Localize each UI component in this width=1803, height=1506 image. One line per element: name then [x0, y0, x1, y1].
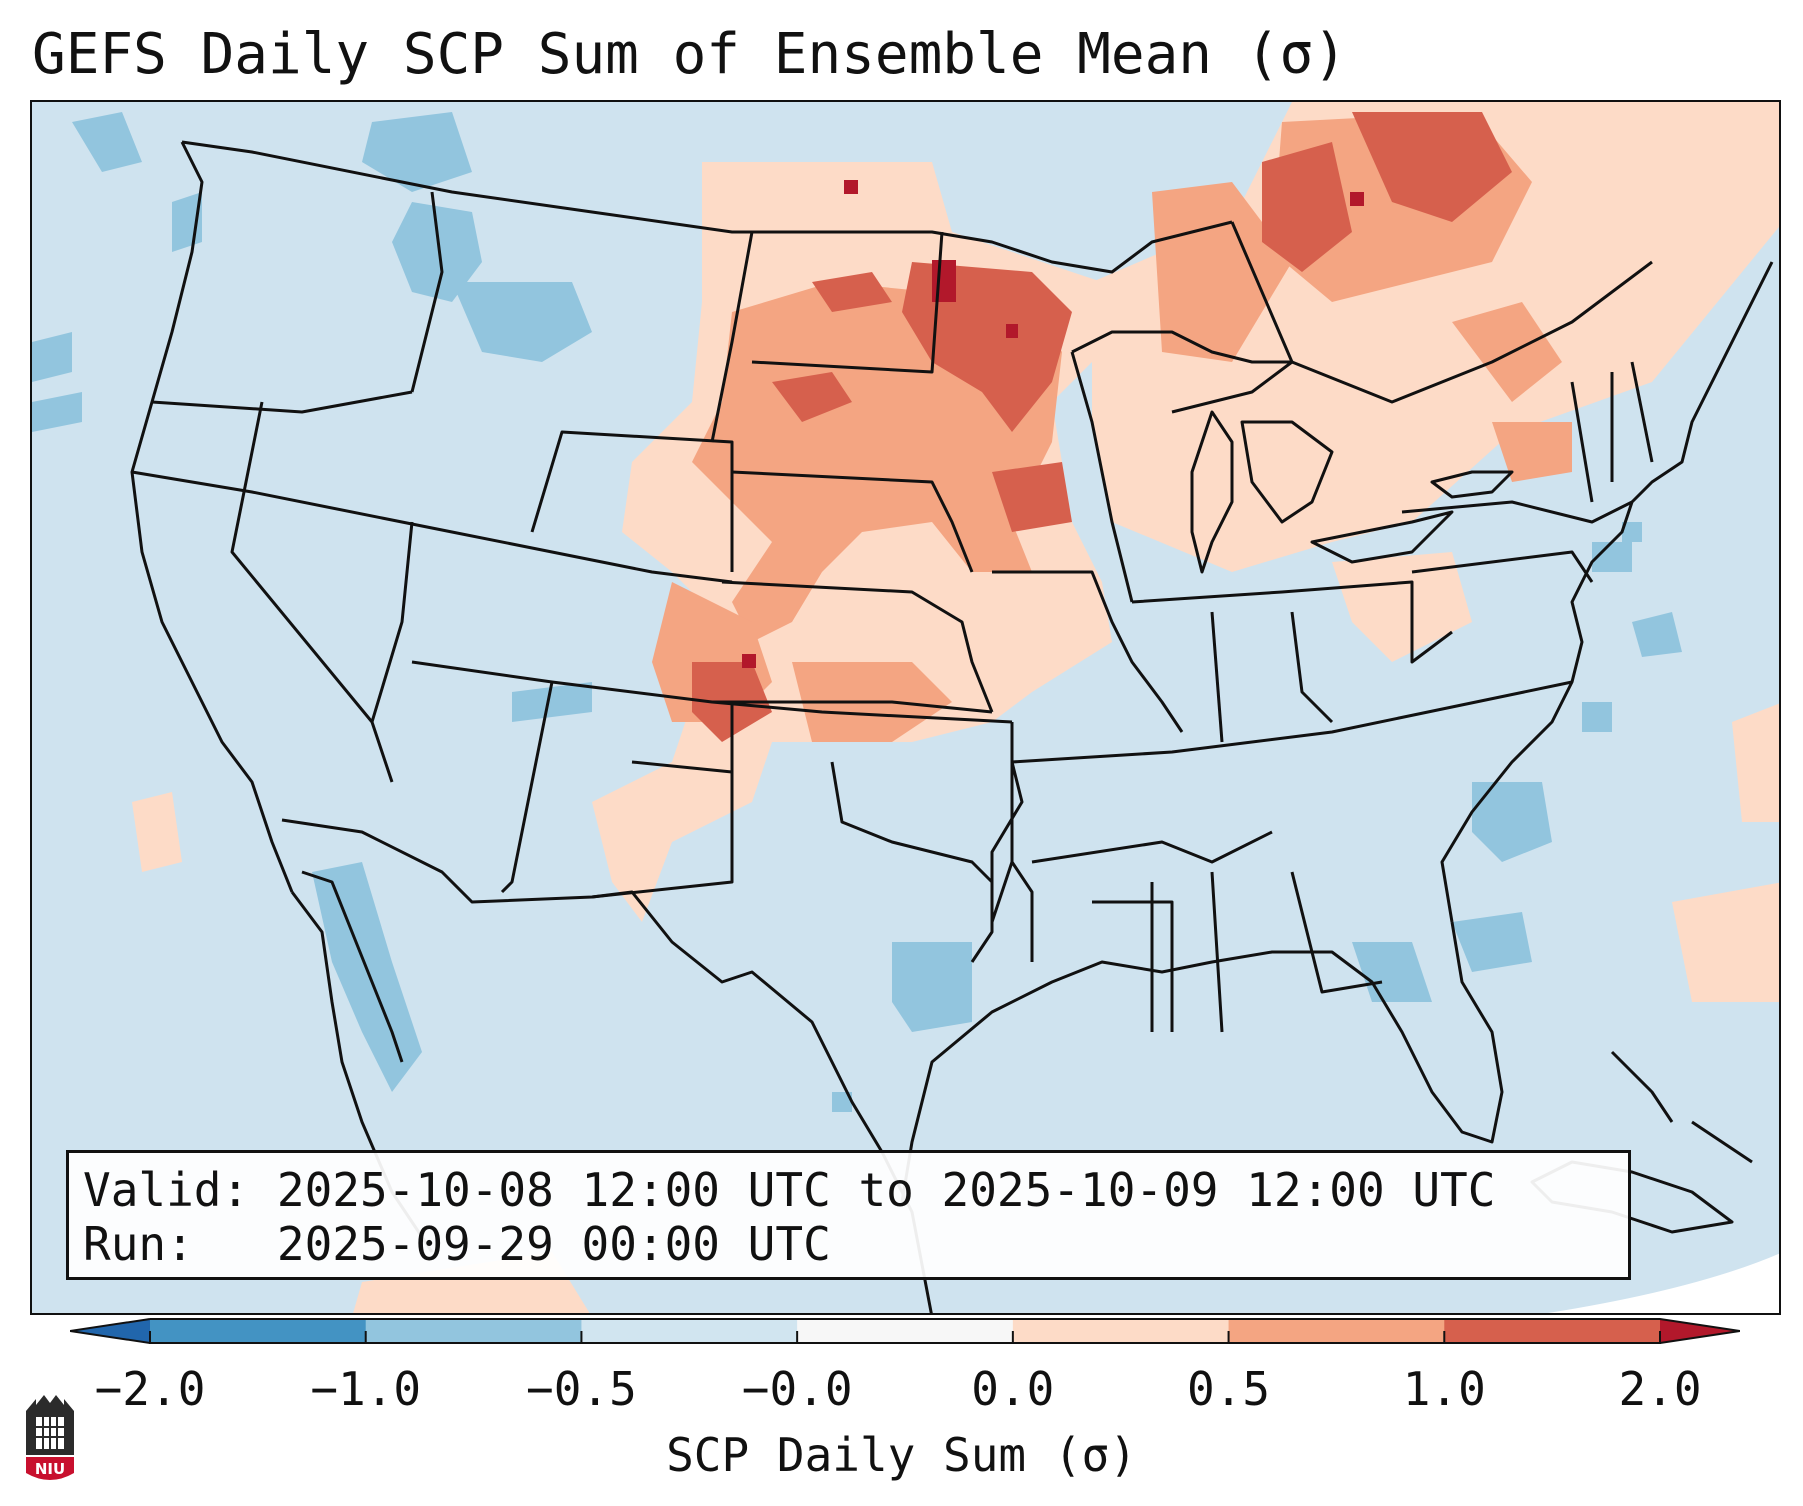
boundaries [130, 140, 1774, 1313]
colorbar-segment [1012, 1319, 1230, 1343]
colorbar-segment [1444, 1319, 1661, 1343]
colorbar-segment [1228, 1319, 1445, 1343]
colorbar-tick-label: 0.0 [971, 1362, 1055, 1416]
valid-time-range: 2025-10-08 12:00 UTC to 2025-10-09 12:00… [276, 1163, 1496, 1217]
chart-title: GEFS Daily SCP Sum of Ensemble Mean (σ) [32, 22, 1347, 87]
colorbar-extend-low [70, 1319, 150, 1343]
lake-superior [1071, 330, 1294, 414]
valid-run-info-box: Valid: 2025-10-08 12:00 UTC to 2025-10-0… [66, 1150, 1631, 1280]
colorbar-tick-label: −2.0 [94, 1362, 206, 1416]
colorbar-tick-label: −0.5 [526, 1362, 637, 1416]
colorbar [70, 1318, 1740, 1344]
colorbar-segment [581, 1319, 798, 1343]
anomaly-positive-strong [692, 112, 1512, 742]
anomaly-negative [32, 112, 1682, 1112]
colorbar-tick-label: −1.0 [310, 1362, 422, 1416]
pacific-coast [130, 141, 294, 893]
map-panel [30, 100, 1781, 1315]
gulf-coast [900, 921, 1504, 1203]
colorbar-segment [150, 1319, 367, 1343]
lake-michigan [1190, 410, 1234, 574]
colorbar-tick-label: 2.0 [1618, 1362, 1702, 1416]
colorbar-tick-label: 1.0 [1402, 1362, 1486, 1416]
colorbar-tick-label: −0.0 [741, 1362, 853, 1416]
map-svg [32, 102, 1779, 1313]
logo-text: NIU [35, 1460, 65, 1478]
run-time: 2025-09-29 00:00 UTC [276, 1217, 831, 1271]
mexico-border [281, 818, 933, 1313]
atlantic-coast [1440, 261, 1774, 923]
colorbar-segment [365, 1319, 582, 1343]
off-projection-area [1547, 1253, 1779, 1313]
anomaly-positive-max [742, 180, 1364, 668]
canada-border [181, 140, 1233, 274]
colorbar-label: SCP Daily Sum (σ) [666, 1428, 1137, 1482]
lake-huron [1240, 420, 1334, 524]
lake-erie [1310, 510, 1454, 564]
niu-logo: NIU [26, 1395, 74, 1480]
valid-label: Valid: [83, 1163, 250, 1217]
colorbar-extend-high [1660, 1319, 1740, 1343]
colorbar-segment [797, 1319, 1014, 1343]
lake-ontario [1430, 470, 1514, 499]
run-label: Run: [83, 1217, 194, 1271]
colorbar-tick-label: 0.5 [1187, 1362, 1271, 1416]
